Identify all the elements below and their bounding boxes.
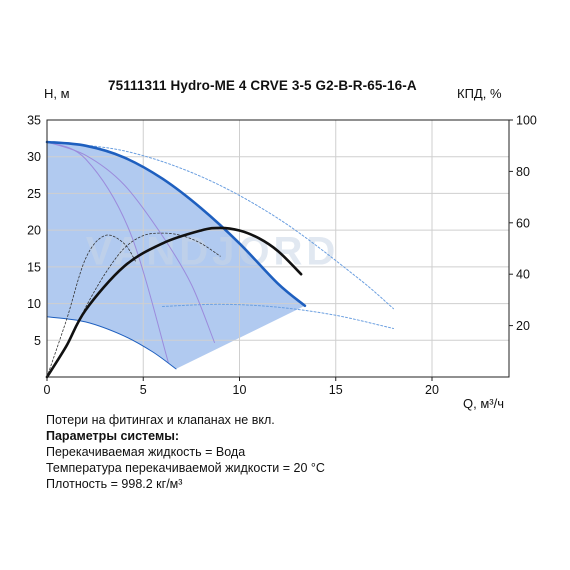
x-tick-label: 15 — [329, 383, 343, 397]
minimum-speed-curve — [46, 316, 177, 370]
x-axis-label: Q, м³/ч — [463, 396, 504, 411]
y-axis-label: H, м — [44, 86, 70, 101]
system-notes: Потери на фитингах и клапанах не вкл. Па… — [46, 412, 325, 492]
x-tick-label: 5 — [140, 383, 147, 397]
note-density: Плотность = 998.2 кг/м³ — [46, 477, 183, 491]
x-tick-label: 20 — [425, 383, 439, 397]
y2-tick-label: 100 — [516, 114, 537, 128]
x-tick-label: 10 — [233, 383, 247, 397]
y2-tick-label: 40 — [516, 268, 530, 282]
extended-low-curve — [162, 303, 394, 329]
note-temperature: Температура перекачиваемой жидкости = 20… — [46, 461, 325, 475]
reduced-speed-curve-1 — [46, 141, 169, 363]
y2-axis-label: КПД, % — [457, 86, 502, 101]
x-tick-label: 0 — [44, 383, 51, 397]
operating-region — [47, 142, 305, 369]
y-tick-label: 15 — [27, 260, 41, 274]
y-tick-label: 35 — [27, 114, 41, 128]
note-fluid: Перекачиваемая жидкость = Вода — [46, 445, 246, 459]
plot-frame — [46, 119, 510, 378]
y2-tick-label: 60 — [516, 216, 530, 230]
note-fittings: Потери на фитингах и клапанах не вкл. — [46, 413, 275, 427]
efficiency-curve — [45, 226, 303, 379]
y-tick-label: 25 — [27, 187, 41, 201]
max-head-curve — [45, 140, 307, 308]
system-params-heading: Параметры системы: — [46, 429, 180, 443]
y-tick-label: 20 — [27, 224, 41, 238]
y-tick-label: 5 — [34, 334, 41, 348]
efficiency-reduced-1 — [46, 234, 136, 378]
reduced-speed-curve-2 — [46, 141, 215, 343]
y2-tick-label: 20 — [516, 319, 530, 333]
extended-head-curve — [46, 141, 394, 310]
y-tick-label: 10 — [27, 297, 41, 311]
y2-tick-label: 80 — [516, 165, 530, 179]
chart-title: 75111311 Hydro-ME 4 CRVE 3-5 G2-B-R-65-1… — [108, 78, 417, 93]
y-tick-label: 30 — [27, 150, 41, 164]
